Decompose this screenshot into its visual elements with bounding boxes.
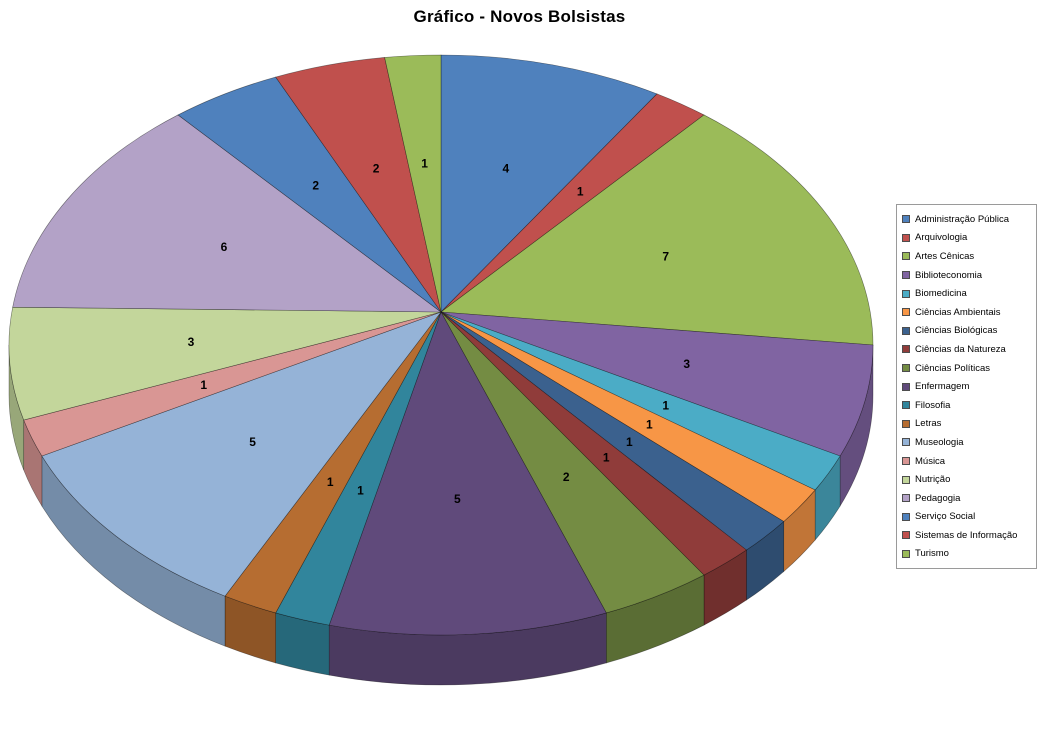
legend-label: Turismo bbox=[915, 548, 949, 560]
legend-swatch bbox=[902, 252, 910, 261]
legend-item: Pedagogia bbox=[902, 489, 1032, 508]
pie-slice-value-label: 4 bbox=[503, 162, 510, 176]
legend-swatch bbox=[902, 401, 910, 410]
pie-slice-value-label: 1 bbox=[646, 418, 653, 432]
legend-item: Biomedicina bbox=[902, 284, 1032, 303]
legend-swatch bbox=[902, 475, 910, 484]
pie-slice-value-label: 1 bbox=[577, 184, 584, 198]
pie-slice-value-label: 7 bbox=[662, 250, 669, 264]
legend-items: Administração Pública Arquivologia Artes C… bbox=[902, 210, 1032, 563]
legend-item: Serviço Social bbox=[902, 508, 1032, 527]
legend-item: Administração Pública bbox=[902, 210, 1032, 229]
legend-swatch bbox=[902, 438, 910, 447]
legend-swatch bbox=[902, 382, 910, 391]
legend-swatch bbox=[902, 345, 910, 354]
legend-swatch bbox=[902, 494, 910, 503]
pie-slice-value-label: 2 bbox=[312, 178, 319, 192]
pie-slice-value-label: 1 bbox=[421, 156, 428, 170]
legend-item: Nutrição bbox=[902, 470, 1032, 489]
legend-item: Turismo bbox=[902, 545, 1032, 564]
legend-label: Biomedicina bbox=[915, 288, 967, 300]
pie-slice-value-label: 1 bbox=[603, 451, 610, 465]
pie-slice bbox=[41, 311, 442, 597]
legend-item: Ciências Políticas bbox=[902, 359, 1032, 378]
legend-label: Arquivologia bbox=[915, 232, 968, 244]
legend-label: Museologia bbox=[915, 436, 964, 448]
legend-swatch bbox=[902, 549, 910, 558]
legend-swatch bbox=[902, 531, 910, 540]
pie-slice bbox=[440, 114, 874, 346]
legend-label: Ciências Biológicas bbox=[915, 325, 998, 337]
legend-swatch bbox=[902, 215, 910, 224]
legend-item: Letras bbox=[902, 415, 1032, 434]
legend-label: Sistemas de Informação bbox=[915, 529, 1018, 541]
legend-label: Enfermagem bbox=[915, 381, 970, 393]
legend-swatch bbox=[902, 271, 910, 280]
pie-slice-value-label: 6 bbox=[221, 240, 228, 254]
legend-item: Música bbox=[902, 452, 1032, 471]
pie-slice bbox=[384, 54, 442, 313]
legend-swatch bbox=[902, 308, 910, 317]
pie-slice-value-label: 3 bbox=[188, 335, 195, 349]
legend-label: Filosofia bbox=[915, 399, 951, 411]
pie-slice-value-label: 1 bbox=[626, 435, 633, 449]
legend-label: Serviço Social bbox=[915, 511, 976, 523]
legend-swatch bbox=[902, 457, 910, 466]
pie-slice bbox=[440, 311, 874, 457]
pie-slice bbox=[440, 54, 658, 313]
legend-swatch bbox=[902, 364, 910, 373]
legend-item: Ciências Biológicas bbox=[902, 322, 1032, 341]
pie-slice-value-label: 5 bbox=[454, 492, 461, 506]
pie-slice-value-label: 1 bbox=[327, 475, 334, 489]
legend-item: Sistemas de Informação bbox=[902, 526, 1032, 545]
legend-item: Filosofia bbox=[902, 396, 1032, 415]
legend-swatch bbox=[902, 512, 910, 521]
legend-swatch bbox=[902, 326, 910, 335]
pie-slice-value-label: 1 bbox=[200, 378, 207, 392]
legend-item: Artes Cênicas bbox=[902, 247, 1032, 266]
pie-slice bbox=[12, 114, 442, 313]
pie-slice-value-label: 1 bbox=[662, 399, 669, 413]
legend-label: Música bbox=[915, 455, 946, 467]
pie-slice-value-label: 2 bbox=[373, 162, 380, 176]
legend-label: Nutrição bbox=[915, 474, 951, 486]
pie-slice-value-label: 1 bbox=[357, 483, 364, 497]
pie-slice bbox=[8, 306, 442, 421]
legend-label: Ciências Ambientais bbox=[915, 306, 1001, 318]
pie-slice-value-label: 5 bbox=[249, 435, 256, 449]
legend-label: Ciências da Natureza bbox=[915, 343, 1006, 355]
legend-swatch bbox=[902, 419, 910, 428]
legend-swatch bbox=[902, 233, 910, 242]
legend-label: Pedagogia bbox=[915, 492, 961, 504]
legend: Administração Pública Arquivologia Artes C… bbox=[896, 204, 1037, 570]
pie-slice-value-label: 3 bbox=[683, 357, 690, 371]
chart-title: Gráfico - Novos Bolsistas bbox=[413, 7, 626, 26]
legend-label: Letras bbox=[915, 418, 942, 430]
legend-item: Enfermagem bbox=[902, 377, 1032, 396]
legend-item: Ciências da Natureza bbox=[902, 340, 1032, 359]
legend-label: Administração Pública bbox=[915, 213, 1009, 225]
pie-slice-value-label: 2 bbox=[563, 470, 570, 484]
legend-item: Arquivologia bbox=[902, 229, 1032, 248]
legend-label: Ciências Políticas bbox=[915, 362, 990, 374]
pie-slice bbox=[328, 311, 607, 636]
legend-swatch bbox=[902, 289, 910, 298]
legend-label: Biblioteconomia bbox=[915, 269, 983, 281]
legend-item: Museologia bbox=[902, 433, 1032, 452]
legend-item: Ciências Ambientais bbox=[902, 303, 1032, 322]
legend-label: Artes Cênicas bbox=[915, 250, 975, 262]
legend-item: Biblioteconomia bbox=[902, 266, 1032, 285]
